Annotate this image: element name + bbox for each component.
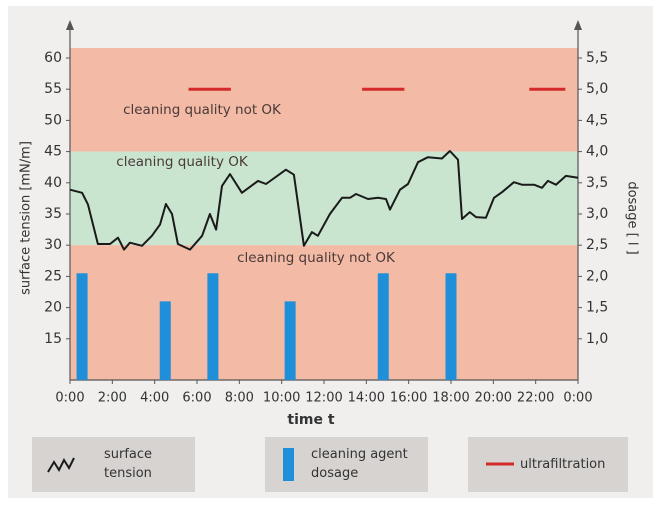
x-tick-label: 0:00: [55, 391, 84, 406]
band-label: cleaning quality not OK: [123, 102, 282, 118]
legend-label: cleaning agent dosage: [311, 447, 408, 481]
x-tick-label: 16:00: [390, 391, 427, 406]
y-tick-label: 45: [44, 144, 62, 160]
axis-arrow: [574, 20, 582, 30]
x-tick-label: 22:00: [517, 391, 554, 406]
x-tick-label: 20:00: [475, 391, 512, 406]
x-tick-label: 2:00: [98, 391, 127, 406]
x-tick-label: 12:00: [305, 391, 342, 406]
y-tick-label: 25: [44, 268, 62, 284]
bar: [377, 273, 389, 380]
y-tick-label: 30: [44, 237, 62, 253]
x-tick-label: 14:00: [348, 391, 385, 406]
bar: [159, 301, 171, 380]
y-tick-label: 50: [44, 112, 62, 128]
y2-tick-label: 4,5: [586, 112, 608, 128]
legend-label: surface tension: [104, 447, 153, 481]
y2-tick-label: 5,0: [586, 81, 608, 97]
y-tick-label: 35: [44, 206, 62, 222]
band: [70, 48, 578, 152]
x-tick-label: 8:00: [225, 391, 254, 406]
chart: time t surface tension [mN/m] dosage [ l…: [19, 20, 640, 428]
x-tick-label: 18:00: [432, 391, 469, 406]
x-tick-label: 10:00: [263, 391, 300, 406]
y-tick-label: 20: [44, 300, 62, 316]
bar: [445, 273, 457, 380]
y2-tick-label: 3,0: [586, 206, 608, 222]
x-axis-label: time t: [287, 412, 334, 428]
y-tick-label: 15: [44, 331, 62, 347]
y2-tick-label: 5,5: [586, 50, 608, 66]
y2-tick-label: 1,0: [586, 331, 608, 347]
y-axis-label: surface tension [mN/m]: [19, 141, 34, 295]
band: [70, 245, 578, 380]
x-tick-label: 0:00: [563, 391, 592, 406]
y2-tick-label: 2,5: [586, 237, 608, 253]
y-tick-label: 55: [44, 81, 62, 97]
bar: [284, 301, 296, 380]
y-tick-label: 60: [44, 50, 62, 66]
axis-arrow: [66, 20, 74, 30]
y2-tick-label: 2,0: [586, 268, 608, 284]
y-tick-label: 40: [44, 175, 62, 191]
y2-tick-label: 1,5: [586, 300, 608, 316]
x-tick-label: 6:00: [182, 391, 211, 406]
x-tick-label: 4:00: [140, 391, 169, 406]
band-label: cleaning quality OK: [116, 154, 249, 170]
surface-tension-line: [69, 150, 579, 251]
bar: [207, 273, 219, 380]
chart-panel: time t surface tension [mN/m] dosage [ l…: [8, 6, 653, 498]
y2-tick-label: 4,0: [586, 144, 608, 160]
y2-tick-label: 3,5: [586, 175, 608, 191]
y2-axis-label: dosage [ l ]: [625, 181, 640, 254]
band-label: cleaning quality not OK: [237, 250, 396, 266]
legend-label: ultrafiltration: [520, 457, 606, 472]
bar: [76, 273, 88, 380]
